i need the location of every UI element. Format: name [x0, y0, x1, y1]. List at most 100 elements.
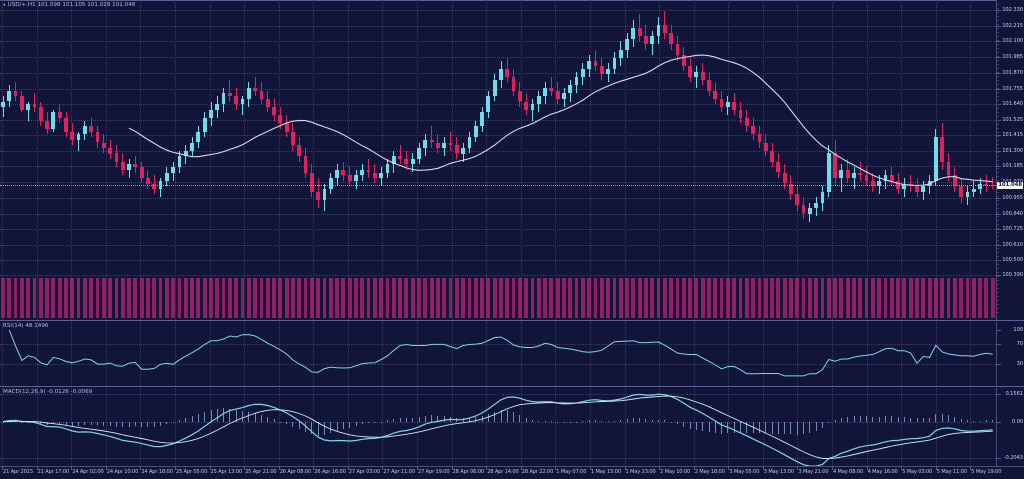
macd-histogram-bar — [160, 421, 161, 426]
time-axis-tick — [866, 467, 868, 470]
price-axis-minor-tick — [997, 208, 999, 209]
volume-bar — [139, 278, 144, 318]
rsi-axis-tick — [997, 344, 1001, 346]
time-axis-tick — [105, 467, 107, 470]
volume-bar — [454, 278, 459, 318]
macd-plot-area[interactable] — [0, 388, 996, 466]
volume-bar — [57, 278, 62, 318]
price-gridline — [0, 197, 996, 199]
price-axis-minor-tick — [997, 312, 999, 313]
macd-histogram-bar — [424, 415, 426, 422]
macd-histogram-bar — [897, 417, 899, 422]
time-axis-tick — [71, 467, 73, 470]
price-axis-minor-tick — [997, 160, 999, 161]
volume-bar — [341, 278, 346, 318]
price-panel[interactable]: 102.330 102.215 102.100 101.985 101.870 101.7… — [0, 0, 1024, 320]
macd-histogram-bar — [670, 421, 672, 423]
macd-histogram-bar — [513, 412, 515, 422]
macd-histogram-bar — [809, 421, 811, 433]
time-axis[interactable]: 21 Apr 2023 21 Apr 17:00 24 Apr 02:00 24 Ap… — [0, 466, 1024, 479]
candle-body — [316, 191, 321, 200]
volume-bar — [675, 278, 680, 318]
macd-axis[interactable]: 0.1561 0.00 -0.2043 — [996, 388, 1024, 466]
price-axis-label: 102.100 — [1002, 38, 1023, 45]
price-plot-area[interactable] — [0, 0, 996, 320]
macd-gridline — [589, 388, 591, 466]
price-axis[interactable]: 102.330 102.215 102.100 101.985 101.870 101.7… — [996, 0, 1024, 320]
price-axis-tick — [997, 41, 1001, 43]
price-axis-minor-tick — [997, 148, 999, 149]
volume-bar — [45, 278, 49, 318]
rsi-panel[interactable]: 100 70 30 RSI(14) 48.1496 — [0, 322, 1024, 386]
volume-bar — [467, 278, 472, 318]
macd-histogram-bar — [569, 421, 571, 423]
price-axis-minor-tick — [997, 68, 999, 69]
macd-histogram-bar — [721, 421, 723, 434]
time-gridline — [451, 0, 453, 320]
candle-body — [814, 202, 819, 209]
rsi-axis-tick — [997, 363, 1001, 365]
volume-bar — [127, 278, 131, 318]
volume-bar — [417, 278, 421, 318]
candle-body — [517, 90, 522, 102]
macd-histogram-bar — [311, 421, 313, 435]
volume-bar — [517, 278, 522, 318]
price-axis-label: 101.870 — [1002, 69, 1023, 76]
macd-histogram-bar — [361, 421, 363, 425]
macd-histogram-bar — [210, 410, 212, 422]
macd-histogram-bar — [576, 421, 578, 423]
macd-panel[interactable]: 0.1561 0.00 -0.2043 MACD(12,26,9) -0.0126 … — [0, 388, 1024, 466]
rsi-plot-area[interactable] — [0, 322, 996, 386]
time-axis-label: 28 Apr 06:00 — [452, 469, 485, 475]
price-gridline — [0, 135, 996, 136]
price-axis-minor-tick — [997, 304, 999, 305]
volume-bar — [719, 278, 724, 318]
volume-bar — [606, 278, 611, 318]
volume-bar — [921, 278, 926, 318]
candle-body — [246, 87, 251, 99]
volume-bar — [95, 278, 100, 318]
candle-body — [946, 161, 951, 176]
macd-histogram-bar — [834, 419, 836, 422]
macd-histogram-bar — [349, 421, 351, 428]
volume-bar — [448, 278, 453, 318]
macd-axis-label: 0.00 — [1011, 418, 1023, 425]
macd-histogram-bar — [166, 421, 168, 425]
macd-gridline — [244, 388, 246, 466]
price-gridline — [0, 260, 996, 261]
candle-body — [833, 153, 837, 178]
time-gridline — [762, 0, 764, 320]
candle-body — [51, 112, 56, 129]
rsi-gridline — [555, 322, 557, 386]
macd-histogram-bar — [632, 417, 634, 422]
candle-body — [95, 131, 100, 143]
price-axis-tick — [997, 275, 1001, 276]
candle-body — [915, 186, 919, 192]
candle-body — [196, 131, 201, 143]
macd-gridline — [451, 388, 453, 466]
macd-axis-tick — [997, 394, 1001, 395]
rsi-axis[interactable]: 100 70 30 — [996, 322, 1024, 386]
candle-body — [763, 142, 768, 151]
time-axis-label: 21 Apr 17:00 — [37, 469, 70, 475]
macd-histogram-bar — [525, 418, 527, 422]
volume-bar — [757, 278, 762, 318]
volume-bar — [303, 278, 308, 318]
volume-bar — [259, 278, 264, 318]
candle-body — [883, 175, 888, 181]
price-axis-minor-tick — [997, 88, 999, 89]
volume-bar — [807, 278, 812, 318]
rsi-line — [8, 329, 993, 377]
candle-body — [423, 139, 428, 148]
candle-body — [625, 38, 629, 50]
macd-histogram-bar — [777, 421, 779, 434]
macd-histogram-bar — [286, 421, 288, 425]
volume-bar — [763, 278, 768, 318]
symbol-header[interactable]: ▾ USD/+.H1 101.098 101.105 101.028 101.0… — [3, 2, 135, 9]
macd-histogram-bar — [840, 417, 842, 422]
candle-wick — [992, 176, 994, 189]
candle-body — [101, 142, 106, 148]
chevron-down-icon[interactable]: ▾ — [3, 2, 6, 8]
macd-histogram-bar — [273, 419, 275, 422]
price-axis-minor-tick — [997, 176, 999, 177]
